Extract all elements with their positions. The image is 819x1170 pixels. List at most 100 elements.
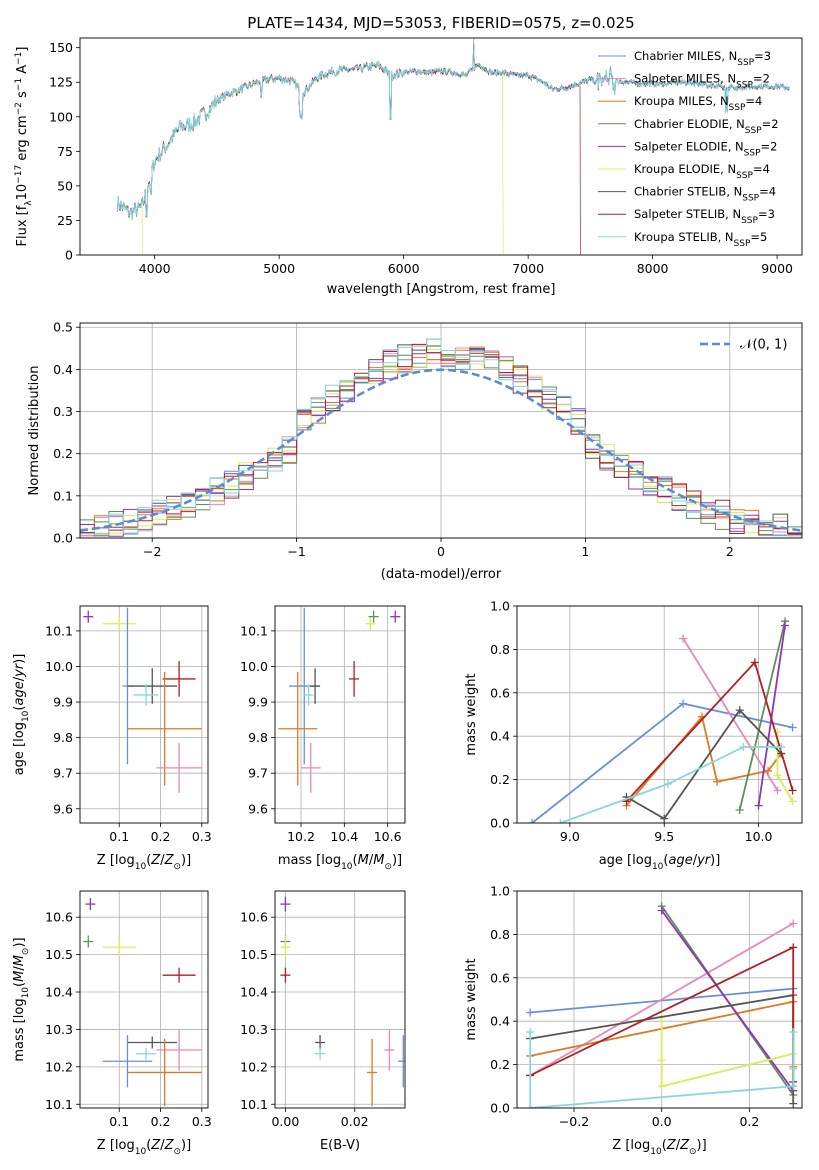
x-tick-label: 0.2 [151, 829, 171, 844]
panel-age-vs-mass: 10.2 10.4 10.6 9.6 9.7 9.8 9.9 10.0 10.1 mass [lo… [240, 605, 406, 872]
panel-age-vs-Z: 0.1 0.2 0.3 9.6 9.7 9.8 9.9 10.0 10.1 Z [log10(Z/… [12, 605, 212, 872]
y-tick-label: 10.0 [45, 659, 73, 674]
y-tick-label: 10.1 [45, 623, 73, 638]
weight-marker [789, 1028, 798, 1037]
scatter-points [280, 896, 405, 1107]
y-tick-label: 0 [65, 248, 73, 263]
axes-frame [516, 605, 803, 824]
y-tick-label: 0.2 [490, 772, 510, 787]
y-tick-label: 0.1 [53, 488, 73, 503]
weight-marker [789, 919, 798, 928]
y-tick-label: 0.3 [53, 404, 73, 419]
spectrum-line-kroupa-elodie [141, 45, 504, 255]
y-tick-label: 125 [49, 75, 73, 90]
weight-marker [526, 1104, 535, 1108]
hist-kroupa-stelib [80, 338, 802, 537]
x-axis-label: Z [log10(Z/Z⊙)] [97, 1138, 191, 1157]
y-tick-label: 9.8 [248, 730, 268, 745]
panel-mass-vs-EBV: 0.00 0.02 10.1 10.2 10.3 10.4 10.5 10.6 E(B-V) [240, 890, 406, 1153]
halpha-peak [472, 38, 475, 70]
spectrum-line-salpeter-stelib [116, 43, 581, 255]
legend-label: Chabrier MILES, NSSP=3 [634, 49, 771, 68]
weight-line-salpeter-stelib [625, 660, 794, 802]
y-tick-label: 10.6 [240, 910, 268, 925]
weight-marker [789, 1064, 798, 1073]
y-axis-label: mass [log10(M/M⊙)] [12, 937, 31, 1061]
weight-marker [713, 777, 722, 786]
x-tick-label: 0.3 [192, 1114, 212, 1129]
x-tick-label: 0.00 [271, 1114, 299, 1129]
axes-frame [79, 890, 209, 1109]
y-tick-label: 10.5 [240, 947, 268, 962]
x-tick-label: 10.2 [287, 829, 315, 844]
y-tick-label: 0.2 [53, 446, 73, 461]
weight-marker [663, 779, 672, 788]
x-axis-label: mass [log10(M/M⊙)] [278, 853, 402, 872]
weight-line-salpeter-miles [529, 922, 794, 1077]
x-tick-label: 0.0 [652, 1114, 672, 1129]
weight-marker [781, 621, 790, 630]
legend-label: Chabrier STELIB, NSSP=4 [634, 185, 776, 204]
legend-label: Kroupa ELODIE, NSSP=4 [634, 162, 770, 181]
panel-weight-vs-age: 9.0 9.5 10.0 0.0 0.2 0.4 0.6 0.8 1.0 mass weight a… [464, 599, 803, 872]
weight-marker [777, 743, 786, 752]
y-tick-label: 1.0 [490, 599, 510, 614]
weight-marker [657, 1082, 666, 1091]
x-tick-label: 0.1 [109, 829, 129, 844]
axes-frame [79, 322, 803, 539]
y-tick-label: 0.4 [490, 1014, 510, 1029]
x-tick-label: 0.02 [341, 1114, 369, 1129]
weight-line-salpeter-miles [682, 638, 779, 791]
x-tick-label: −2 [143, 544, 161, 559]
weight-series [526, 902, 798, 1108]
x-tick-label: 0.1 [109, 1114, 129, 1129]
y-tick-label: 10.1 [240, 1097, 268, 1112]
y-tick-label: 0.8 [490, 642, 510, 657]
x-tick-label: 2 [726, 544, 734, 559]
spectrum-lines [116, 38, 790, 255]
weight-marker [788, 797, 797, 806]
scatter-points [278, 607, 401, 793]
weight-marker [657, 1056, 666, 1065]
x-tick-label: 0.2 [151, 1114, 171, 1129]
y-tick-label: 0.0 [490, 816, 510, 831]
weight-line-chabrier-elodie [738, 620, 786, 811]
legend-label: Salpeter STELIB, NSSP=3 [634, 207, 775, 226]
scatter-points [83, 898, 202, 1107]
weight-line-kroupa-elodie [660, 1016, 794, 1088]
y-axis-label: mass weight [464, 958, 479, 1040]
x-tick-label: 8000 [637, 261, 669, 276]
x-tick-label: 0 [437, 544, 445, 559]
weight-marker [773, 771, 782, 780]
y-tick-label: 150 [49, 40, 73, 55]
normal-pdf-curve [80, 368, 802, 532]
weight-marker [735, 706, 744, 715]
y-tick-label: 10.6 [45, 910, 73, 925]
weight-marker [788, 786, 797, 795]
x-tick-label: 6000 [388, 261, 420, 276]
y-tick-label: 75 [57, 144, 73, 159]
y-tick-label: 10.0 [240, 659, 268, 674]
y-axis-label: age [log10(age/yr)] [12, 654, 31, 776]
weight-line-chabrier-miles [530, 987, 794, 1014]
x-tick-label: 0.3 [192, 829, 212, 844]
y-tick-label: 10.2 [240, 1059, 268, 1074]
x-tick-label: 9.0 [560, 829, 580, 844]
y-tick-label: 10.4 [45, 985, 73, 1000]
y-tick-label: 9.7 [53, 766, 73, 781]
panel-mass-vs-Z: 0.1 0.2 0.3 10.1 10.2 10.3 10.4 10.5 10.6 Z [log1… [12, 890, 212, 1157]
y-tick-label: 10.1 [45, 1097, 73, 1112]
x-tick-label: 0.2 [739, 1114, 759, 1129]
y-tick-label: 9.6 [248, 801, 268, 816]
panel-weight-vs-Z: −0.2 0.0 0.2 0.0 0.2 0.4 0.6 0.8 1.0 mass weight Z… [464, 884, 803, 1157]
y-tick-label: 25 [57, 213, 73, 228]
y-tick-label: 0.4 [490, 729, 510, 744]
spectrum-line-kroupa-stelib [116, 43, 790, 221]
y-tick-label: 9.9 [248, 695, 268, 710]
histogram-series [80, 338, 802, 537]
axes-frame [516, 890, 803, 1109]
x-tick-label: 7000 [512, 261, 544, 276]
x-axis-label: age [log10(age/yr)] [599, 853, 721, 872]
axes-frame [274, 605, 406, 824]
y-tick-label: 10.2 [45, 1059, 73, 1074]
